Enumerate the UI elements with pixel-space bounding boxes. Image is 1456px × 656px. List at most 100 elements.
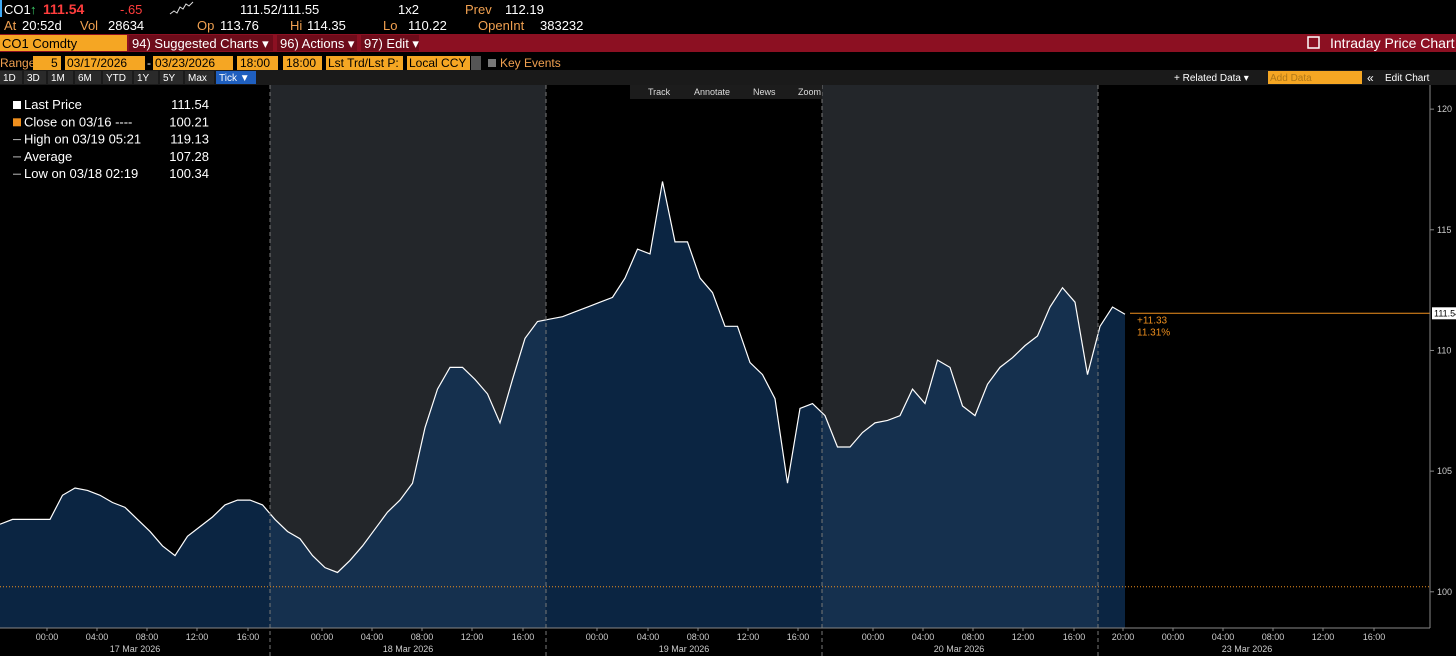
x-tick-label: 16:00	[1063, 632, 1086, 642]
chart-tool[interactable]: Track	[648, 87, 671, 97]
security-box[interactable]	[0, 35, 127, 51]
period-button[interactable]	[0, 71, 22, 84]
menu-item[interactable]: 97) Edit ▾	[364, 36, 419, 51]
add-data[interactable]: Add Data	[1270, 73, 1312, 84]
dropdown[interactable]	[471, 56, 481, 70]
x-tick-label: 16:00	[787, 632, 810, 642]
x-tick-label: 08:00	[411, 632, 434, 642]
add-data-box[interactable]	[1268, 71, 1362, 84]
menu-item[interactable]: 96) Actions ▾	[280, 36, 355, 51]
period-button[interactable]	[134, 71, 158, 84]
edit-chart[interactable]: Edit Chart	[1385, 73, 1430, 84]
field-box[interactable]	[326, 56, 403, 70]
x-tick-label: 00:00	[862, 632, 885, 642]
key-events[interactable]: Key Events	[500, 56, 561, 70]
period-button[interactable]	[185, 71, 214, 84]
y-tick-label: 120	[1437, 104, 1452, 114]
date-box[interactable]	[65, 56, 145, 70]
currency-box[interactable]	[407, 56, 470, 70]
checkbox[interactable]	[488, 59, 496, 67]
time-box[interactable]	[237, 56, 278, 70]
period-label[interactable]: 1M	[51, 73, 65, 84]
period-label[interactable]: 3D	[27, 73, 40, 84]
period-button[interactable]	[24, 71, 46, 84]
x-tick-label: 12:00	[1312, 632, 1335, 642]
period-label[interactable]: 5Y	[163, 73, 176, 84]
last-price-tag-label: 111.54	[1434, 308, 1456, 318]
time-box[interactable]	[283, 56, 322, 70]
x-tick-label: 04:00	[637, 632, 660, 642]
legend-value: 100.34	[169, 166, 209, 181]
legend-value: 111.54	[171, 97, 209, 112]
legend-value: 119.13	[170, 132, 209, 147]
menu-button[interactable]	[277, 35, 357, 51]
menu-button[interactable]	[129, 35, 273, 51]
window-title: Intraday Price Chart	[1330, 35, 1455, 51]
collapse[interactable]: «	[1367, 71, 1374, 85]
time-to[interactable]: 18:00	[286, 56, 316, 70]
x-tick-label: 00:00	[36, 632, 59, 642]
end-date[interactable]: 03/23/2026	[155, 56, 215, 70]
currency[interactable]: Local CCY	[409, 56, 466, 70]
x-tick-label: 04:00	[912, 632, 935, 642]
op-label: Op	[197, 18, 214, 33]
x-tick-label: 08:00	[962, 632, 985, 642]
oi: 383232	[540, 18, 583, 33]
x-tick-label: 00:00	[1162, 632, 1185, 642]
day-label: 20 Mar 2026	[934, 644, 985, 654]
period-button[interactable]	[103, 71, 132, 84]
vol: 28634	[108, 18, 144, 33]
op: 113.76	[220, 18, 259, 33]
x-tick-label: 16:00	[512, 632, 535, 642]
day-label: 18 Mar 2026	[383, 644, 434, 654]
legend-swatch	[13, 101, 21, 109]
chart-tool[interactable]: Zoom	[798, 87, 821, 97]
related-data[interactable]: + Related Data ▾	[1174, 73, 1249, 84]
x-tick-label: 00:00	[586, 632, 609, 642]
y-tick-label: 110	[1437, 345, 1451, 355]
ticker: CO1	[4, 2, 31, 17]
range-dash: -	[147, 56, 151, 70]
vol-label: Vol	[80, 18, 98, 33]
y-axis	[1430, 85, 1456, 628]
time-from[interactable]: 18:00	[240, 56, 270, 70]
period-button[interactable]	[216, 71, 256, 84]
legend-value: 107.28	[169, 149, 209, 164]
period-label[interactable]: 1Y	[137, 73, 150, 84]
legend-label: High on 03/19 05:21	[24, 132, 141, 147]
menu-item[interactable]: 94) Suggested Charts ▾	[132, 36, 269, 51]
chart-tool[interactable]: Annotate	[694, 87, 730, 97]
period-button[interactable]	[160, 71, 183, 84]
lo-label: Lo	[383, 18, 397, 33]
periods: 1D 3D 1M 6M YTD 1Y 5Y Max Tick ▼	[0, 71, 256, 84]
start-date[interactable]: 03/17/2026	[67, 56, 127, 70]
period-label[interactable]: Tick ▼	[219, 73, 250, 84]
range-box[interactable]	[33, 56, 61, 70]
day-label: 23 Mar 2026	[1222, 644, 1273, 654]
range-label: Range	[0, 56, 36, 70]
period-button[interactable]	[48, 71, 73, 84]
lo: 110.22	[408, 18, 447, 33]
prev: 112.19	[505, 2, 544, 17]
period-label[interactable]: Max	[188, 73, 207, 84]
legend-label: Close on 03/16 ----	[24, 114, 132, 129]
x-tick-label: 12:00	[737, 632, 760, 642]
period-button[interactable]	[75, 71, 101, 84]
date-box[interactable]	[153, 56, 233, 70]
field[interactable]: Lst Trd/Lst P:	[328, 56, 399, 70]
chart-toolbar	[630, 85, 822, 99]
day-band-tint	[822, 85, 1098, 628]
popout-icon[interactable]	[1307, 36, 1320, 49]
menu-button[interactable]	[361, 35, 419, 51]
security[interactable]: CO1 Comdty	[2, 36, 78, 51]
period-label[interactable]: YTD	[106, 73, 126, 84]
period-label[interactable]: 6M	[78, 73, 92, 84]
change-label: +11.33	[1137, 315, 1168, 326]
day-label: 19 Mar 2026	[659, 644, 710, 654]
chart-tool[interactable]: News	[753, 87, 776, 97]
net-change: -.65	[120, 2, 142, 17]
period-label[interactable]: 1D	[3, 73, 16, 84]
sparkline	[169, 1, 194, 15]
range-n[interactable]: 5	[51, 56, 58, 70]
